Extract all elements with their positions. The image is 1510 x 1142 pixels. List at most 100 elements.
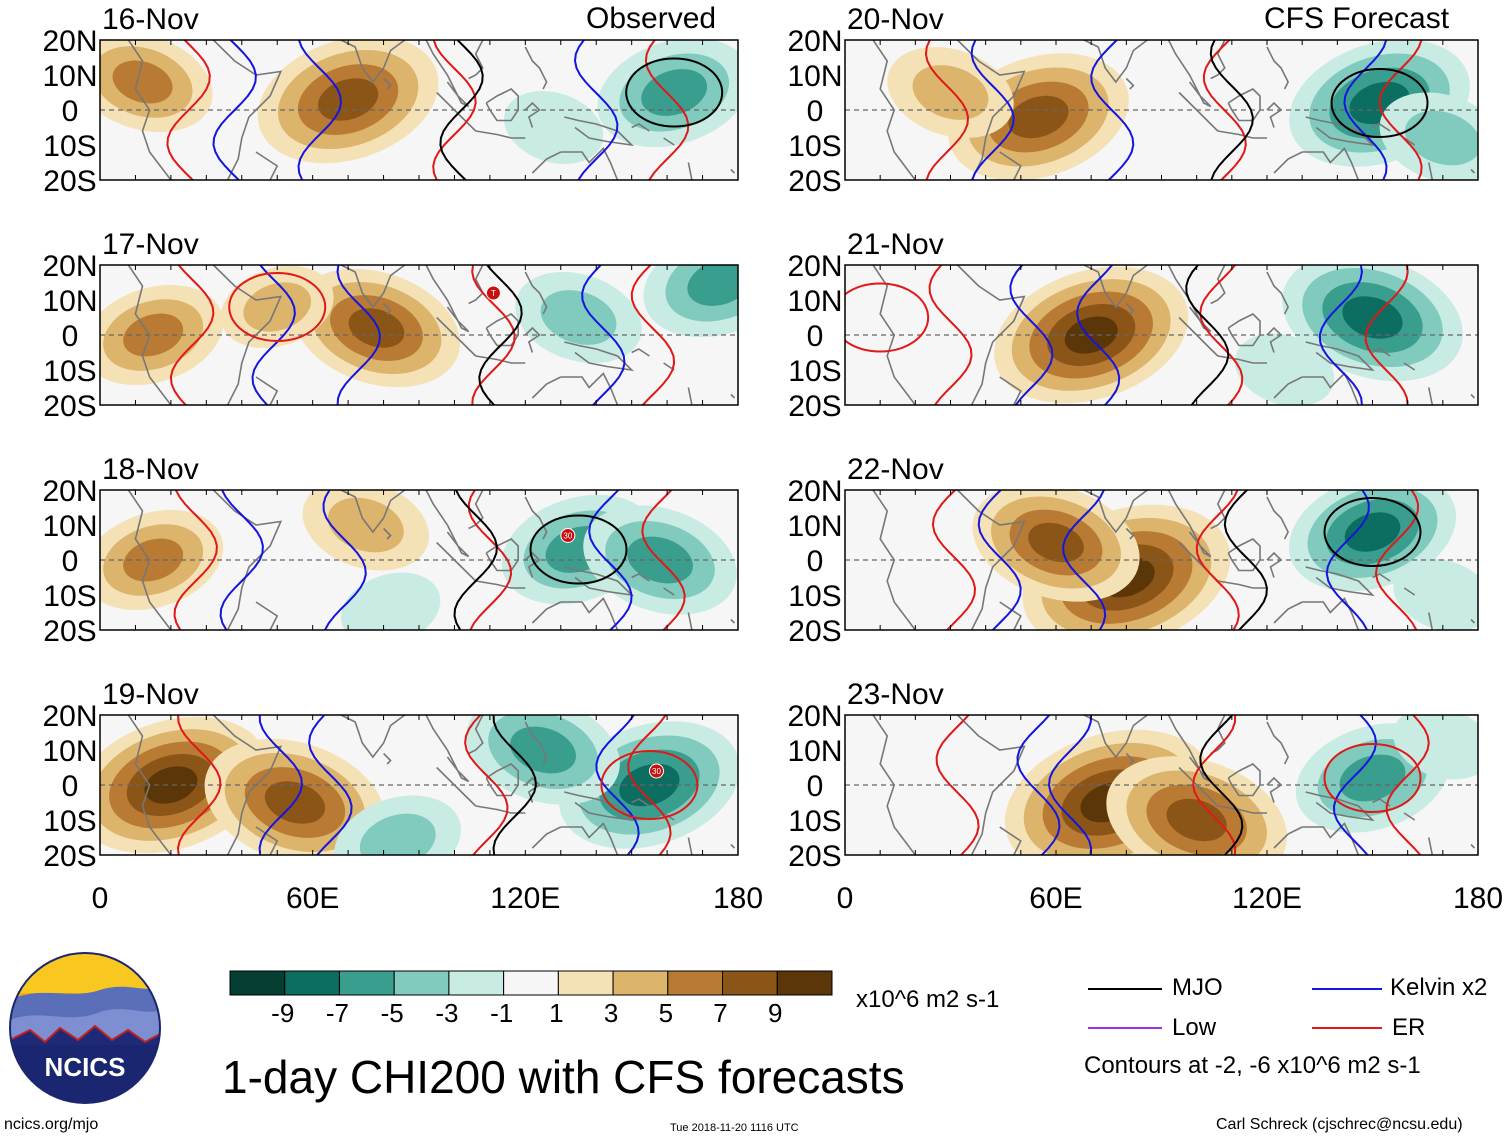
coastline [383,527,392,540]
coastline [1302,147,1360,180]
coastline [524,496,548,540]
ncics-logo: NCICS [9,952,161,1104]
colorbar-swatch [557,970,614,996]
coastline [436,316,477,357]
wave-contour [1223,490,1268,630]
wave-contour [641,490,686,630]
lat-label: 10N [42,285,97,318]
footer-timestamp: Tue 2018-11-20 1116 UTC [670,1122,799,1134]
wave-contour [644,40,690,180]
wave-contour [1325,490,1370,630]
lat-label: 10N [787,285,842,318]
wave-contour [928,265,973,405]
wave-contour [212,40,257,180]
colorbar-swatch [448,970,505,996]
coastline [999,151,1022,180]
coastline [212,265,283,405]
panel-date-label: 16-Nov [102,3,199,36]
lat-label: 10S [43,580,96,613]
anomaly-contour [112,60,173,104]
coastline [956,715,1026,855]
anomaly-contour [327,497,404,553]
anomaly-contour [1342,296,1403,339]
legend-low-label: Low [1172,1014,1217,1041]
coastline [1083,40,1148,84]
coastline [1470,393,1476,399]
coastline [1266,721,1289,765]
anomaly-contour [348,308,405,348]
lon-label: 0 [837,882,854,915]
anomaly-contour [540,290,617,345]
coastline [383,302,392,315]
coastline [127,715,172,855]
lat-label: 0 [807,320,824,353]
coastline [730,168,736,174]
coastline [485,313,519,347]
footer-author: Carl Schreck (cjschrec@ncsu.edu) [1216,1116,1463,1133]
lat-label: 10N [42,60,97,93]
coastline [872,40,916,180]
closed-contour [1323,497,1422,567]
legend-mjo-label: MJO [1172,974,1223,1001]
storm-marker-label: 30 [563,532,572,541]
coastline [687,387,693,405]
lat-label: 20N [787,250,842,283]
anomaly-contour [1404,110,1478,166]
wave-contour [176,715,222,855]
anomaly-contour [1008,95,1069,139]
wave-contour [251,265,296,405]
panel-date-label: 18-Nov [102,453,199,486]
coastline [560,597,619,630]
coastline [468,715,484,755]
coastline [1266,496,1289,540]
coastline [1302,372,1360,405]
wave-contour [166,40,211,180]
coastline [1372,573,1391,582]
wave-contour [1318,265,1363,405]
coastline [1428,387,1434,405]
coastline [531,151,562,174]
anomaly-contour [123,313,184,357]
coastline [1227,763,1261,797]
lon-label: 180 [713,882,763,915]
coastline [631,348,650,357]
wave-contour [588,490,633,630]
lat-label: 20N [42,250,97,283]
storm-marker-icon [648,763,664,779]
coastline [425,265,470,333]
lat-label: 20S [43,840,96,873]
coastline [1038,490,1056,491]
footer-url: ncics.org/mjo [4,1116,99,1133]
wave-contour [1076,265,1121,405]
coastline [564,116,634,147]
coastline [1038,265,1056,266]
coastline [564,566,634,597]
anomaly-contour [504,91,604,164]
lat-label: 0 [807,545,824,578]
anomaly-contour [912,65,989,120]
wave-contour [1378,40,1423,180]
coastline [1302,597,1360,630]
coastline [1305,791,1375,822]
coastline [1470,168,1476,174]
lat-label: 20S [788,390,841,423]
lat-label: 20N [787,25,842,58]
coastline [1428,837,1434,855]
coastline [531,601,562,624]
coastline [1428,162,1434,180]
wave-contour [977,490,1022,630]
panel-date-label: 22-Nov [847,453,944,486]
wave-contour [439,40,484,180]
lat-label: 20S [43,165,96,198]
storm-marker-icon [560,528,576,543]
lat-label: 10S [43,355,96,388]
lon-label: 0 [92,882,109,915]
coastline [1266,271,1289,315]
coastline [1178,766,1219,807]
logo-text: NCICS [45,1052,126,1082]
coastline [127,40,172,180]
coastline [475,130,526,139]
